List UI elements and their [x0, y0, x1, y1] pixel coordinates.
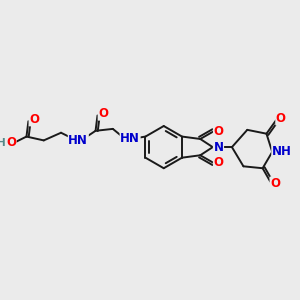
Text: O: O — [98, 107, 108, 120]
Text: O: O — [6, 136, 16, 149]
Text: O: O — [276, 112, 286, 125]
Text: HN: HN — [68, 134, 88, 147]
Text: O: O — [29, 113, 39, 126]
Text: O: O — [214, 125, 224, 138]
Text: NH: NH — [272, 146, 292, 158]
Text: O: O — [214, 157, 224, 169]
Text: O: O — [270, 177, 280, 190]
Text: N: N — [214, 141, 224, 154]
Text: HN: HN — [120, 132, 140, 145]
Text: H: H — [0, 138, 6, 148]
